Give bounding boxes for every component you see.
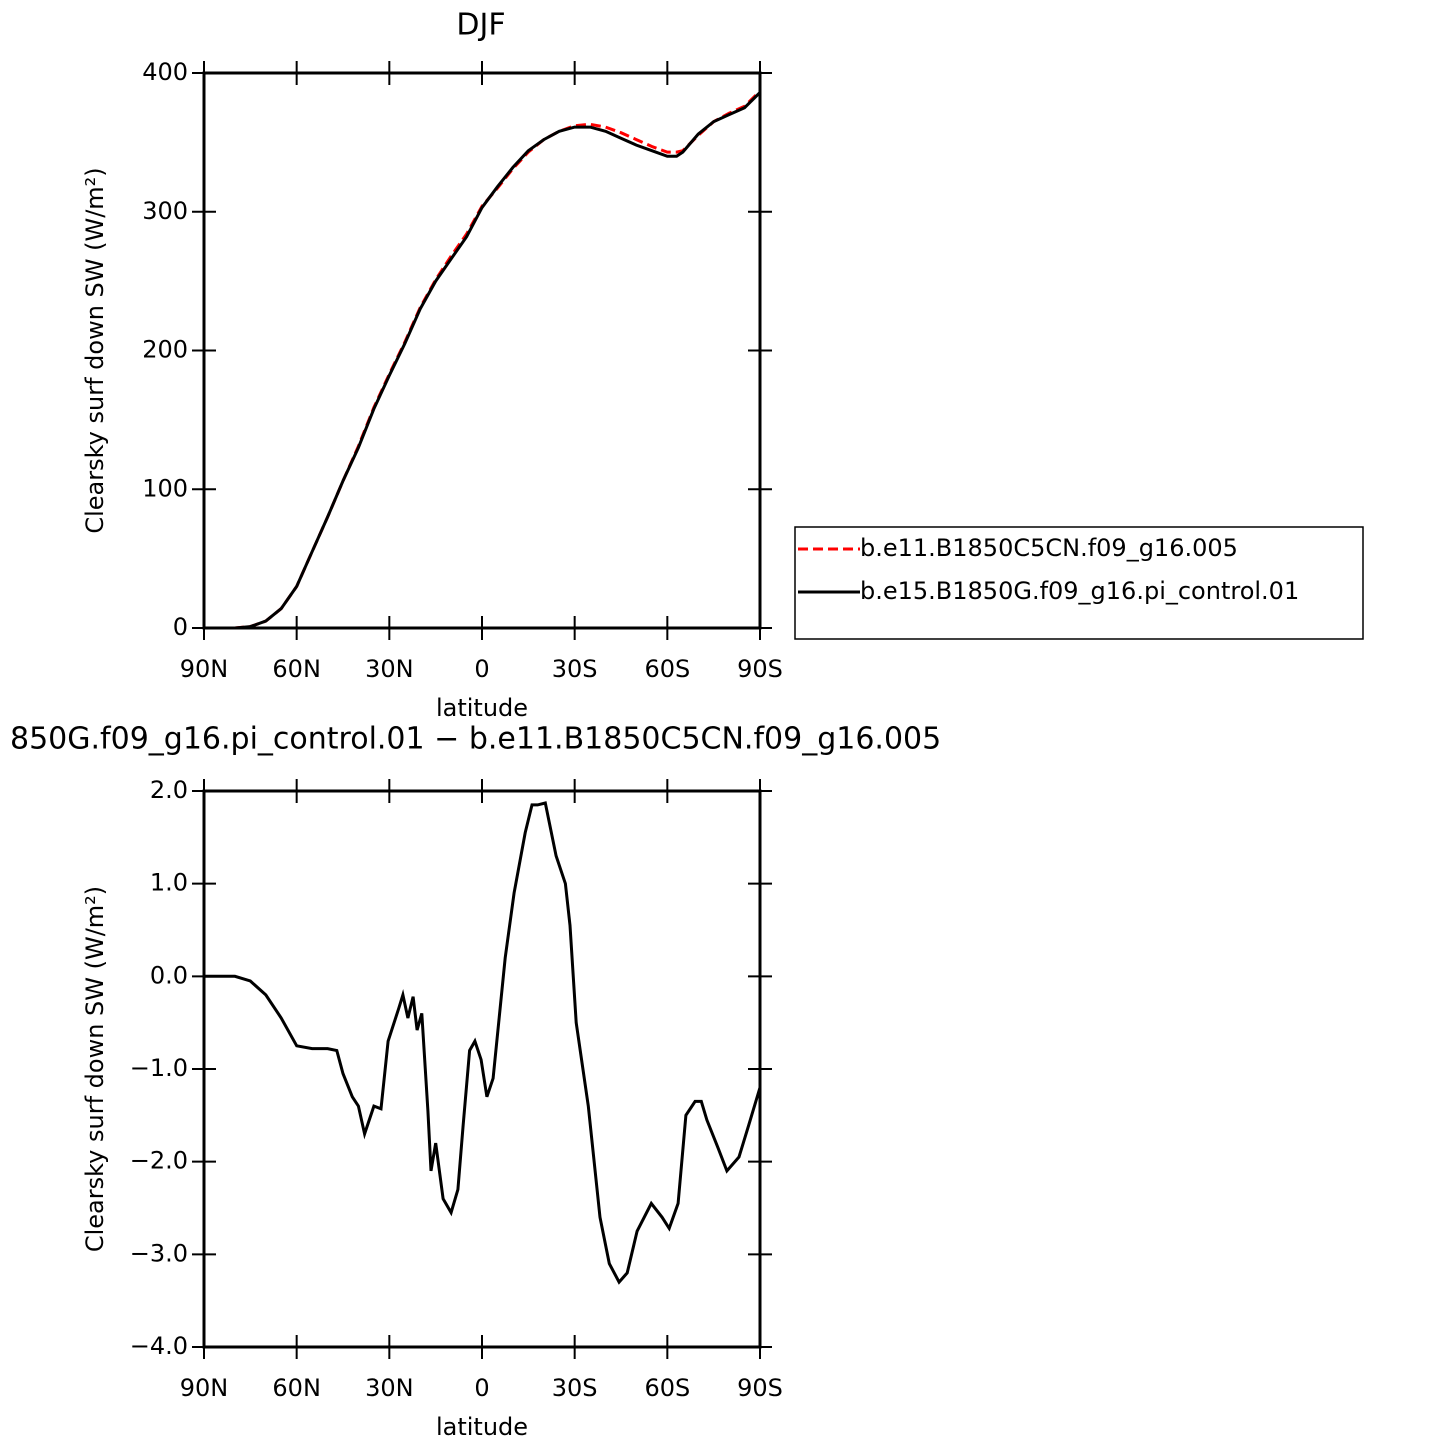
y-tick-label: −4.0 (130, 1332, 188, 1360)
x-tick-label: 30S (552, 1374, 598, 1402)
data-line (204, 801, 762, 1285)
data-line (204, 89, 762, 630)
x-tick-label: 60S (644, 1374, 690, 1402)
y-tick-label: 0.0 (150, 961, 188, 989)
y-tick-label: 300 (142, 197, 188, 225)
y-tick-label: −3.0 (130, 1239, 188, 1267)
y-tick-label: −1.0 (130, 1054, 188, 1082)
legend-label: b.e15.B1850G.f09_g16.pi_control.01 (860, 577, 1299, 605)
x-tick-label: 30N (365, 655, 414, 683)
x-axis-label: latitude (436, 694, 528, 722)
x-tick-label: 30S (552, 655, 598, 683)
chart-title: 850G.f09_g16.pi_control.01 − b.e11.B1850… (10, 722, 941, 757)
legend-label: b.e11.B1850C5CN.f09_g16.005 (860, 534, 1238, 562)
x-tick-label: 60N (272, 655, 321, 683)
y-tick-label: 0 (173, 613, 188, 641)
x-tick-label: 30N (365, 1374, 414, 1402)
x-axis-label: latitude (436, 1413, 528, 1441)
y-axis-label: Clearsky surf down SW (W/m²) (81, 167, 109, 533)
y-tick-label: 400 (142, 58, 188, 86)
y-tick-label: −2.0 (130, 1147, 188, 1175)
y-tick-label: 2.0 (150, 776, 188, 804)
y-tick-label: 100 (142, 474, 188, 502)
x-tick-label: 90S (737, 1374, 783, 1402)
x-tick-label: 0 (474, 1374, 489, 1402)
y-tick-label: 200 (142, 336, 188, 364)
data-line (204, 91, 762, 630)
x-tick-label: 0 (474, 655, 489, 683)
x-tick-label: 60N (272, 1374, 321, 1402)
y-axis-label: Clearsky surf down SW (W/m²) (81, 886, 109, 1252)
x-tick-label: 90S (737, 655, 783, 683)
y-tick-label: 1.0 (150, 869, 188, 897)
chart-title: DJF (456, 8, 505, 43)
plot-frame (202, 71, 762, 630)
legend-box (794, 526, 1364, 640)
x-tick-label: 90N (180, 655, 229, 683)
x-tick-label: 90N (180, 1374, 229, 1402)
plot-frame (202, 789, 762, 1349)
x-tick-label: 60S (644, 655, 690, 683)
